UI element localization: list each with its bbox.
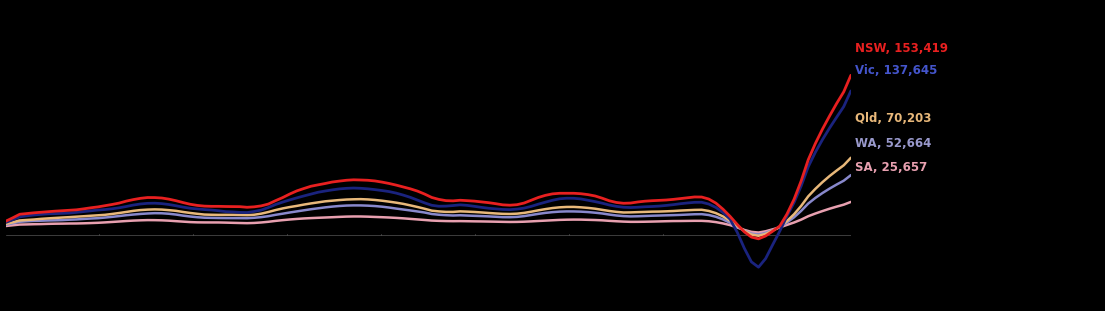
Text: SA, 25,657: SA, 25,657 <box>855 161 927 174</box>
Text: WA, 52,664: WA, 52,664 <box>855 137 932 150</box>
Text: Vic, 137,645: Vic, 137,645 <box>855 64 937 77</box>
Text: Qld, 70,203: Qld, 70,203 <box>855 112 932 125</box>
Text: NSW, 153,419: NSW, 153,419 <box>855 43 948 55</box>
